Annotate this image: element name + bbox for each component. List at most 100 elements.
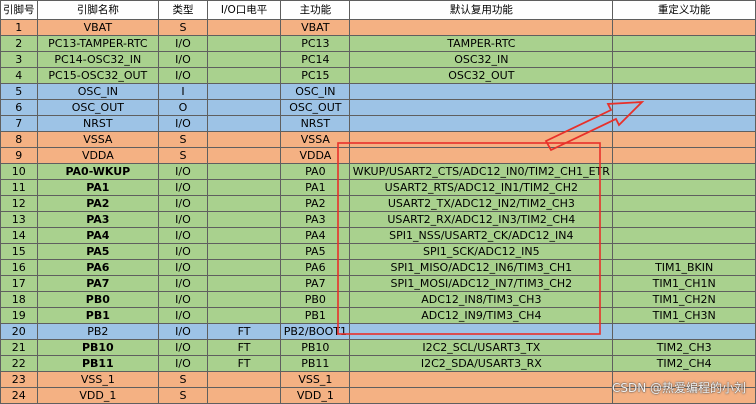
cell-main-function: PB0	[280, 291, 351, 308]
table-row: 4 PC15-OSC32_OUT I/O PC15 OSC32_OUT	[0, 67, 756, 84]
cell-pin: 3	[0, 51, 38, 68]
cell-name: VBAT	[36, 19, 160, 36]
cell-io-level: FT	[206, 323, 282, 340]
table-row: 3 PC14-OSC32_IN I/O PC14 OSC32_IN	[0, 51, 756, 68]
table-row: 7 NRST I/O NRST	[0, 115, 756, 132]
cell-main-function: VDDA	[280, 147, 351, 164]
header-row: 引脚号 引脚名称 类型 I/O口电平 主功能 默认复用功能 重定义功能	[0, 0, 756, 20]
cell-type: I/O	[158, 291, 208, 308]
cell-main-function: PB11	[280, 355, 351, 372]
cell-io-level	[206, 291, 282, 308]
cell-default-alt-function: OSC32_IN	[349, 51, 614, 68]
cell-remap-function	[612, 51, 756, 68]
cell-pin: 4	[0, 67, 38, 84]
header-remap-function: 重定义功能	[612, 0, 756, 20]
cell-remap-function	[612, 243, 756, 260]
cell-type: S	[158, 387, 208, 404]
cell-type: O	[158, 99, 208, 116]
header-main-function: 主功能	[280, 0, 351, 20]
cell-remap-function: TIM1_CH1N	[612, 275, 756, 292]
table-row: 6 OSC_OUT O OSC_OUT	[0, 99, 756, 116]
header-name: 引脚名称	[36, 0, 160, 20]
cell-main-function: PA4	[280, 227, 351, 244]
table-row: 23 VSS_1 S VSS_1	[0, 371, 756, 388]
table-row: 5 OSC_IN I OSC_IN	[0, 83, 756, 100]
cell-type: I	[158, 83, 208, 100]
cell-default-alt-function	[349, 131, 614, 148]
cell-io-level	[206, 67, 282, 84]
cell-default-alt-function	[349, 387, 614, 404]
cell-remap-function: TIM1_BKIN	[612, 259, 756, 276]
table-row: 24 VDD_1 S VDD_1	[0, 387, 756, 404]
cell-name: PA5	[36, 243, 160, 260]
cell-io-level: FT	[206, 355, 282, 372]
cell-name: VDDA	[36, 147, 160, 164]
cell-type: I/O	[158, 51, 208, 68]
table-row: 20 PB2 I/O FT PB2/BOOT1	[0, 323, 756, 340]
cell-remap-function: TIM1_CH2N	[612, 291, 756, 308]
cell-main-function: VBAT	[280, 19, 351, 36]
cell-remap-function	[612, 195, 756, 212]
cell-type: S	[158, 147, 208, 164]
cell-io-level	[206, 195, 282, 212]
cell-default-alt-function: ADC12_IN8/TIM3_CH3	[349, 291, 614, 308]
table-row: 14 PA4 I/O PA4 SPI1_NSS/USART2_CK/ADC12_IN4	[0, 227, 756, 244]
cell-name: PA0-WKUP	[36, 163, 160, 180]
table-row: 10 PA0-WKUP I/O PA0 WKUP/USART2_CTS/ADC12_IN…	[0, 163, 756, 180]
cell-type: I/O	[158, 307, 208, 324]
cell-type: I/O	[158, 227, 208, 244]
cell-name: PB11	[36, 355, 160, 372]
cell-default-alt-function: SPI1_NSS/USART2_CK/ADC12_IN4	[349, 227, 614, 244]
table-row: 22 PB11 I/O FT PB11 I2C2_SDA/USART3_RX TIM2_CH…	[0, 355, 756, 372]
table-row: 2 PC13-TAMPER-RTC I/O PC13 TAMPER-RTC	[0, 35, 756, 52]
cell-remap-function	[612, 147, 756, 164]
cell-default-alt-function: USART2_TX/ADC12_IN2/TIM2_CH3	[349, 195, 614, 212]
cell-default-alt-function: USART2_RTS/ADC12_IN1/TIM2_CH2	[349, 179, 614, 196]
cell-pin: 14	[0, 227, 38, 244]
cell-remap-function	[612, 115, 756, 132]
cell-pin: 22	[0, 355, 38, 372]
cell-pin: 7	[0, 115, 38, 132]
cell-main-function: PA3	[280, 211, 351, 228]
cell-io-level	[206, 179, 282, 196]
cell-remap-function	[612, 211, 756, 228]
cell-io-level	[206, 275, 282, 292]
table-row: 17 PA7 I/O PA7 SPI1_MOSI/ADC12_IN7/TIM3_CH2 T…	[0, 275, 756, 292]
cell-name: PA6	[36, 259, 160, 276]
cell-default-alt-function	[349, 115, 614, 132]
cell-default-alt-function	[349, 371, 614, 388]
cell-pin: 24	[0, 387, 38, 404]
cell-pin: 11	[0, 179, 38, 196]
cell-io-level	[206, 115, 282, 132]
cell-type: S	[158, 131, 208, 148]
table-row: 11 PA1 I/O PA1 USART2_RTS/ADC12_IN1/TIM2_CH2	[0, 179, 756, 196]
cell-main-function: VSS_1	[280, 371, 351, 388]
cell-remap-function	[612, 179, 756, 196]
cell-io-level	[206, 227, 282, 244]
cell-main-function: PB10	[280, 339, 351, 356]
cell-main-function: PC15	[280, 67, 351, 84]
cell-name: PB2	[36, 323, 160, 340]
cell-remap-function: TIM2_CH4	[612, 355, 756, 372]
cell-io-level	[206, 371, 282, 388]
cell-pin: 21	[0, 339, 38, 356]
cell-type: I/O	[158, 259, 208, 276]
cell-type: I/O	[158, 211, 208, 228]
cell-io-level	[206, 83, 282, 100]
cell-pin: 10	[0, 163, 38, 180]
cell-default-alt-function: WKUP/USART2_CTS/ADC12_IN0/TIM2_CH1_ETR	[349, 163, 614, 180]
cell-name: PA1	[36, 179, 160, 196]
cell-main-function: PC13	[280, 35, 351, 52]
watermark: CSDN @热爱编程的小刘	[611, 381, 746, 395]
cell-main-function: PB2/BOOT1	[280, 323, 351, 340]
table-row: 1 VBAT S VBAT	[0, 19, 756, 36]
cell-io-level	[206, 307, 282, 324]
table-body: 1 VBAT S VBAT 2 PC13-TAMPER-RTC I/O PC13 TAMPER-…	[0, 19, 756, 404]
cell-io-level	[206, 99, 282, 116]
table-row: 13 PA3 I/O PA3 USART2_RX/ADC12_IN3/TIM2_CH4	[0, 211, 756, 228]
table-row: 8 VSSA S VSSA	[0, 131, 756, 148]
cell-type: I/O	[158, 115, 208, 132]
cell-remap-function	[612, 163, 756, 180]
cell-main-function: PB1	[280, 307, 351, 324]
cell-default-alt-function	[349, 99, 614, 116]
